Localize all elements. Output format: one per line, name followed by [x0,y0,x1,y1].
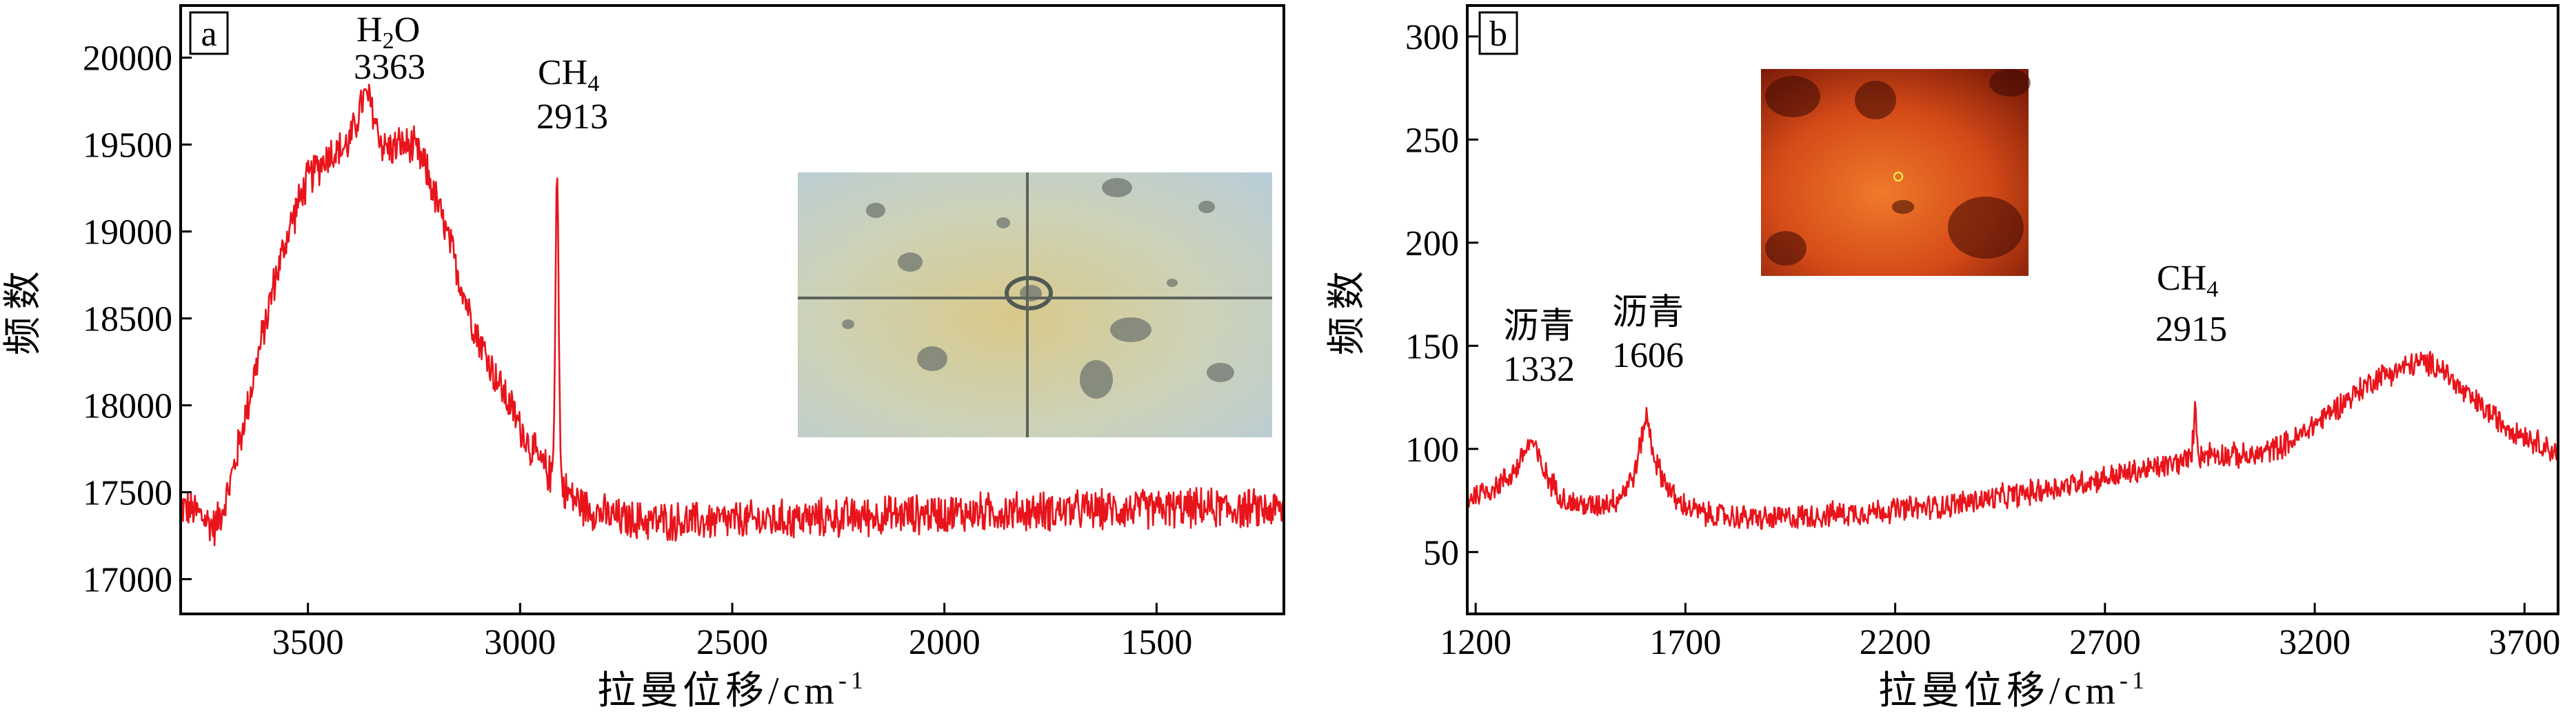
peak-label-bitumen-1: 沥青 [1503,307,1575,346]
x-tick-label-b-2200: 2200 [1860,623,1931,662]
y-tick-label-b-150: 150 [1405,327,1459,366]
y-tick-label-a-18500: 18500 [83,300,172,339]
peak-value-2913: 2913 [536,97,608,137]
x-tick-label-b-2700: 2700 [2069,623,2141,662]
inset-image-a [798,172,1272,437]
panel-letter-b: b [1489,14,1507,54]
y-tick-label-b-300: 300 [1405,18,1459,57]
y-tick-label-a-18000: 18000 [83,387,172,426]
y-tick-label-b-200: 200 [1405,224,1459,263]
y-tick-label-b-100: 100 [1405,430,1459,470]
peak-value-3363: 3363 [354,48,425,87]
x-axis-title-b: 拉曼位移/cm-1 [1878,666,2149,713]
x-tick-label-a-2000: 2000 [909,623,980,662]
panel-letter-a: a [201,14,217,54]
x-tick-label-b-1700: 1700 [1649,623,1721,662]
y-tick-label-b-250: 250 [1405,121,1459,160]
inset-image-b [1761,69,2031,276]
x-tick-label-b-3200: 3200 [2279,623,2351,662]
y-tick-label-a-19500: 19500 [83,126,172,166]
peak-label-ch4-b: CH4 [2157,259,2218,302]
panel-a: 3500 3000 2500 2000 1500 17000 17500 18000 18500… [2,6,1284,713]
y-tick-label-a-17500: 17500 [83,474,172,513]
x-tick-label-a-3000: 3000 [484,623,556,662]
raman-spectra-figure: 3500 3000 2500 2000 1500 17000 17500 18000 18500… [0,0,2576,716]
x-tick-label-a-2500: 2500 [696,623,768,662]
x-axis-title-a: 拉曼位移/cm-1 [597,666,867,713]
peak-label-bitumen-2: 沥青 [1612,293,1684,332]
x-tick-label-a-3500: 3500 [272,623,344,662]
x-tick-label-b-1200: 1200 [1440,623,1511,662]
panel-b: 1200 1700 2200 2700 3200 3700 50 100 150 200 250 30… [1326,6,2560,713]
peak-value-2915: 2915 [2155,310,2227,349]
y-tick-label-a-19000: 19000 [83,213,172,252]
y-tick-label-a-20000: 20000 [83,39,172,79]
peak-value-1606: 1606 [1612,336,1684,375]
x-tick-label-b-3700: 3700 [2488,623,2560,662]
peak-value-1332: 1332 [1503,350,1575,389]
y-axis-title-b: 频数 [1326,264,1369,355]
peak-label-ch4-a: CH4 [538,53,599,97]
y-tick-label-a-17000: 17000 [83,561,172,600]
y-axis-title-a: 频数 [2,264,45,355]
spectrum-line-b [1467,352,2558,529]
y-tick-label-b-50: 50 [1423,533,1459,573]
x-tick-label-a-1500: 1500 [1120,623,1192,662]
